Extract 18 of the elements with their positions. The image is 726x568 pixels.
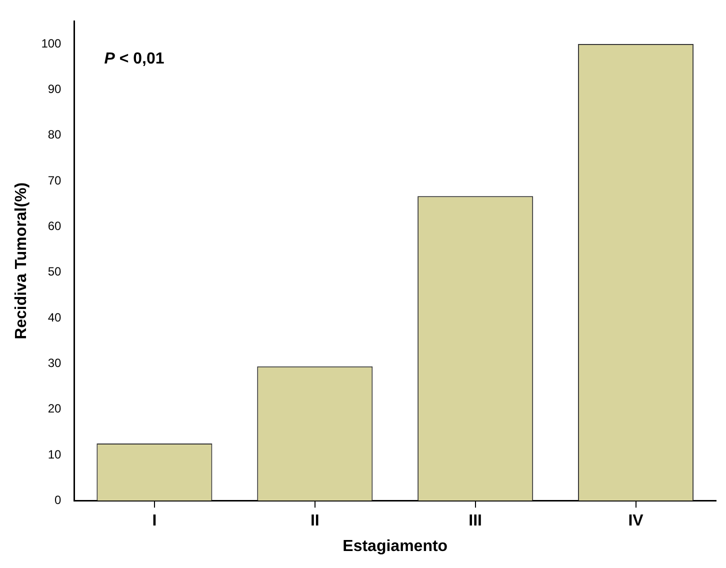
y-tick-label: 10 — [48, 447, 62, 462]
y-tick-label: 70 — [48, 173, 62, 188]
y-tick-label: 20 — [48, 402, 62, 416]
y-tick-label: 0 — [54, 492, 62, 507]
y-tick-label: 60 — [48, 218, 62, 233]
y-tick-label: 100 — [41, 36, 62, 50]
y-tick-label: 50 — [48, 264, 62, 279]
y-tick-label: 80 — [48, 128, 62, 142]
x-tick-label: III — [468, 512, 482, 530]
x-axis-title: Estagiamento — [342, 538, 448, 555]
x-tick-label: IV — [628, 512, 644, 530]
y-tick-label: 30 — [48, 356, 62, 370]
annotation: P < 0,01 — [104, 50, 164, 68]
y-axis-title: Recidiva Tumoral(%) — [13, 182, 30, 340]
y-tick-label: 40 — [48, 310, 62, 324]
y-tick-label: 90 — [48, 82, 62, 96]
x-tick-label: I — [152, 512, 157, 530]
x-tick-label: II — [310, 512, 320, 530]
